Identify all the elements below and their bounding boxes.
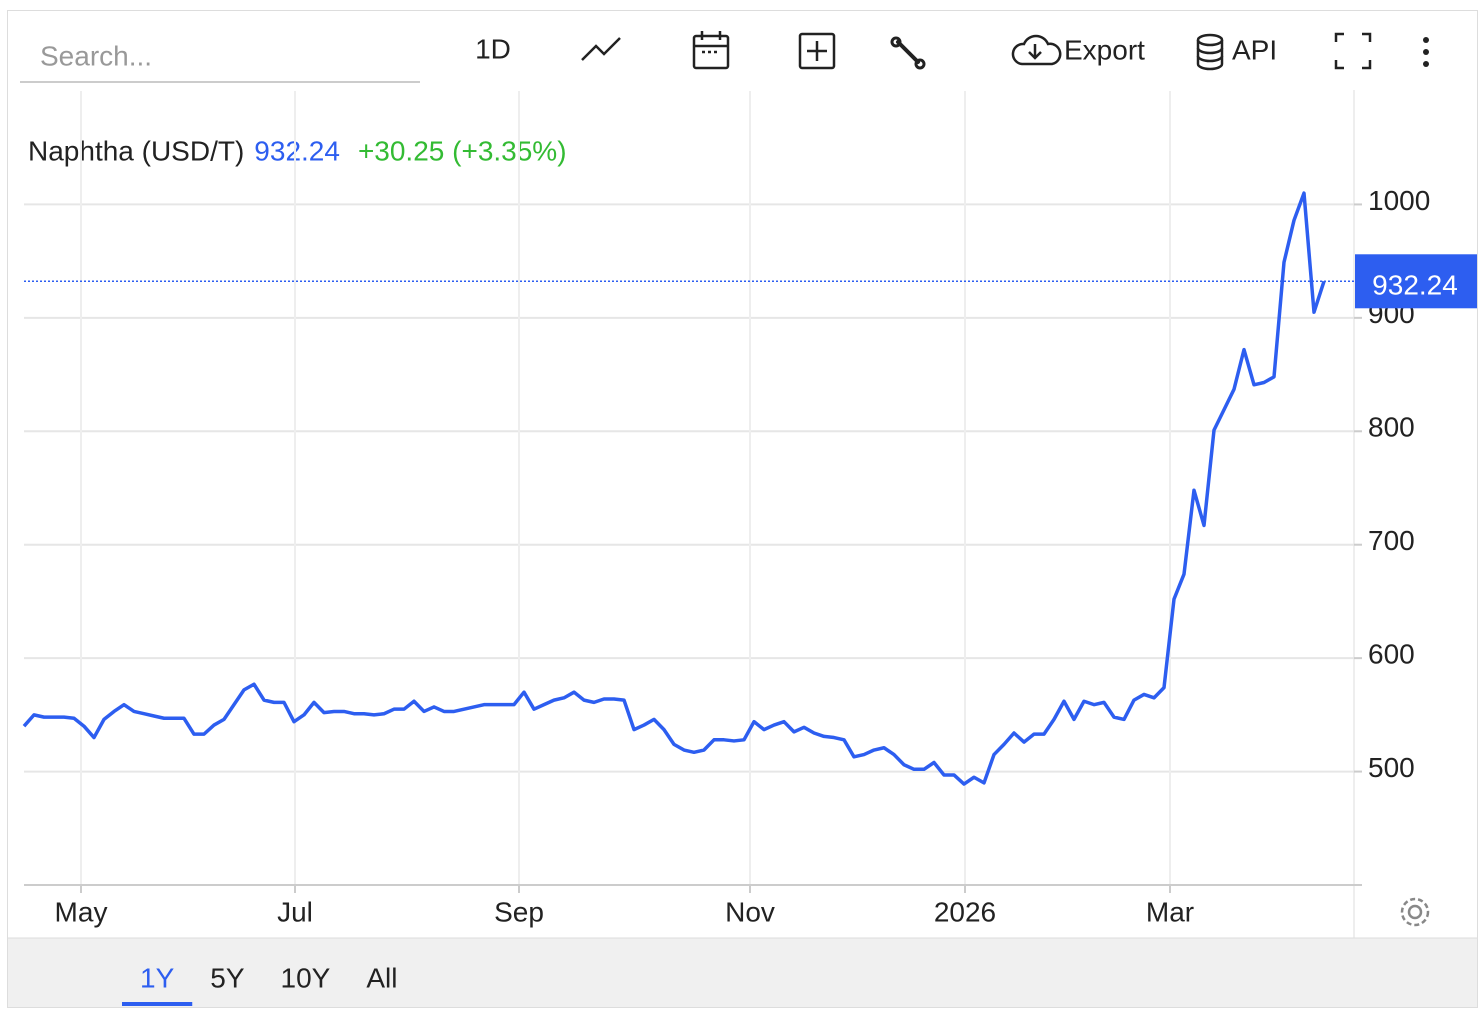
y-tick-label: 500 (1368, 752, 1415, 783)
range-button-underline (122, 1002, 193, 1006)
chart-type-icon[interactable] (581, 37, 621, 61)
export-button[interactable]: Export (1064, 34, 1145, 65)
y-tick-label: 1000 (1368, 185, 1430, 216)
x-tick-label: 2026 (934, 896, 996, 927)
api-icon[interactable] (1196, 33, 1224, 71)
interval-button[interactable]: 1D (475, 33, 511, 64)
calendar-icon[interactable] (692, 31, 730, 70)
range-button[interactable]: 1Y (140, 962, 175, 993)
export-icon[interactable] (1011, 34, 1062, 66)
price-line (22, 191, 1326, 786)
last-price-box (1355, 254, 1477, 309)
tools-icon[interactable] (890, 36, 926, 70)
fullscreen-icon[interactable] (1334, 32, 1372, 70)
y-tick-label: 600 (1368, 639, 1415, 670)
frame (7, 10, 1478, 1008)
last-price-label: 932.24 (1372, 270, 1458, 301)
y-tick-label: 700 (1368, 525, 1415, 556)
series-title: Naphtha (USD/T) (28, 135, 244, 166)
grid (24, 91, 1354, 885)
x-tick-label: Mar (1146, 896, 1194, 927)
x-tick-label: Sep (494, 896, 544, 927)
menu-icon[interactable] (1423, 37, 1429, 67)
search-input[interactable]: Search... (40, 40, 152, 71)
x-tick-label: Jul (277, 896, 313, 927)
range-button[interactable]: 5Y (210, 962, 245, 993)
range-button[interactable]: 10Y (281, 962, 331, 993)
x-tick-label: May (55, 896, 108, 927)
x-tick-label: Nov (725, 896, 775, 927)
settings-icon[interactable] (1400, 897, 1430, 927)
compare-icon[interactable] (798, 32, 836, 70)
last-value: 932.24 (254, 135, 340, 166)
api-button[interactable]: API (1232, 34, 1277, 65)
range-button[interactable]: All (366, 962, 397, 993)
y-tick-label: 800 (1368, 412, 1415, 443)
price-change: +30.25 (+3.35%) (358, 135, 567, 166)
range-bar (8, 938, 1477, 1007)
